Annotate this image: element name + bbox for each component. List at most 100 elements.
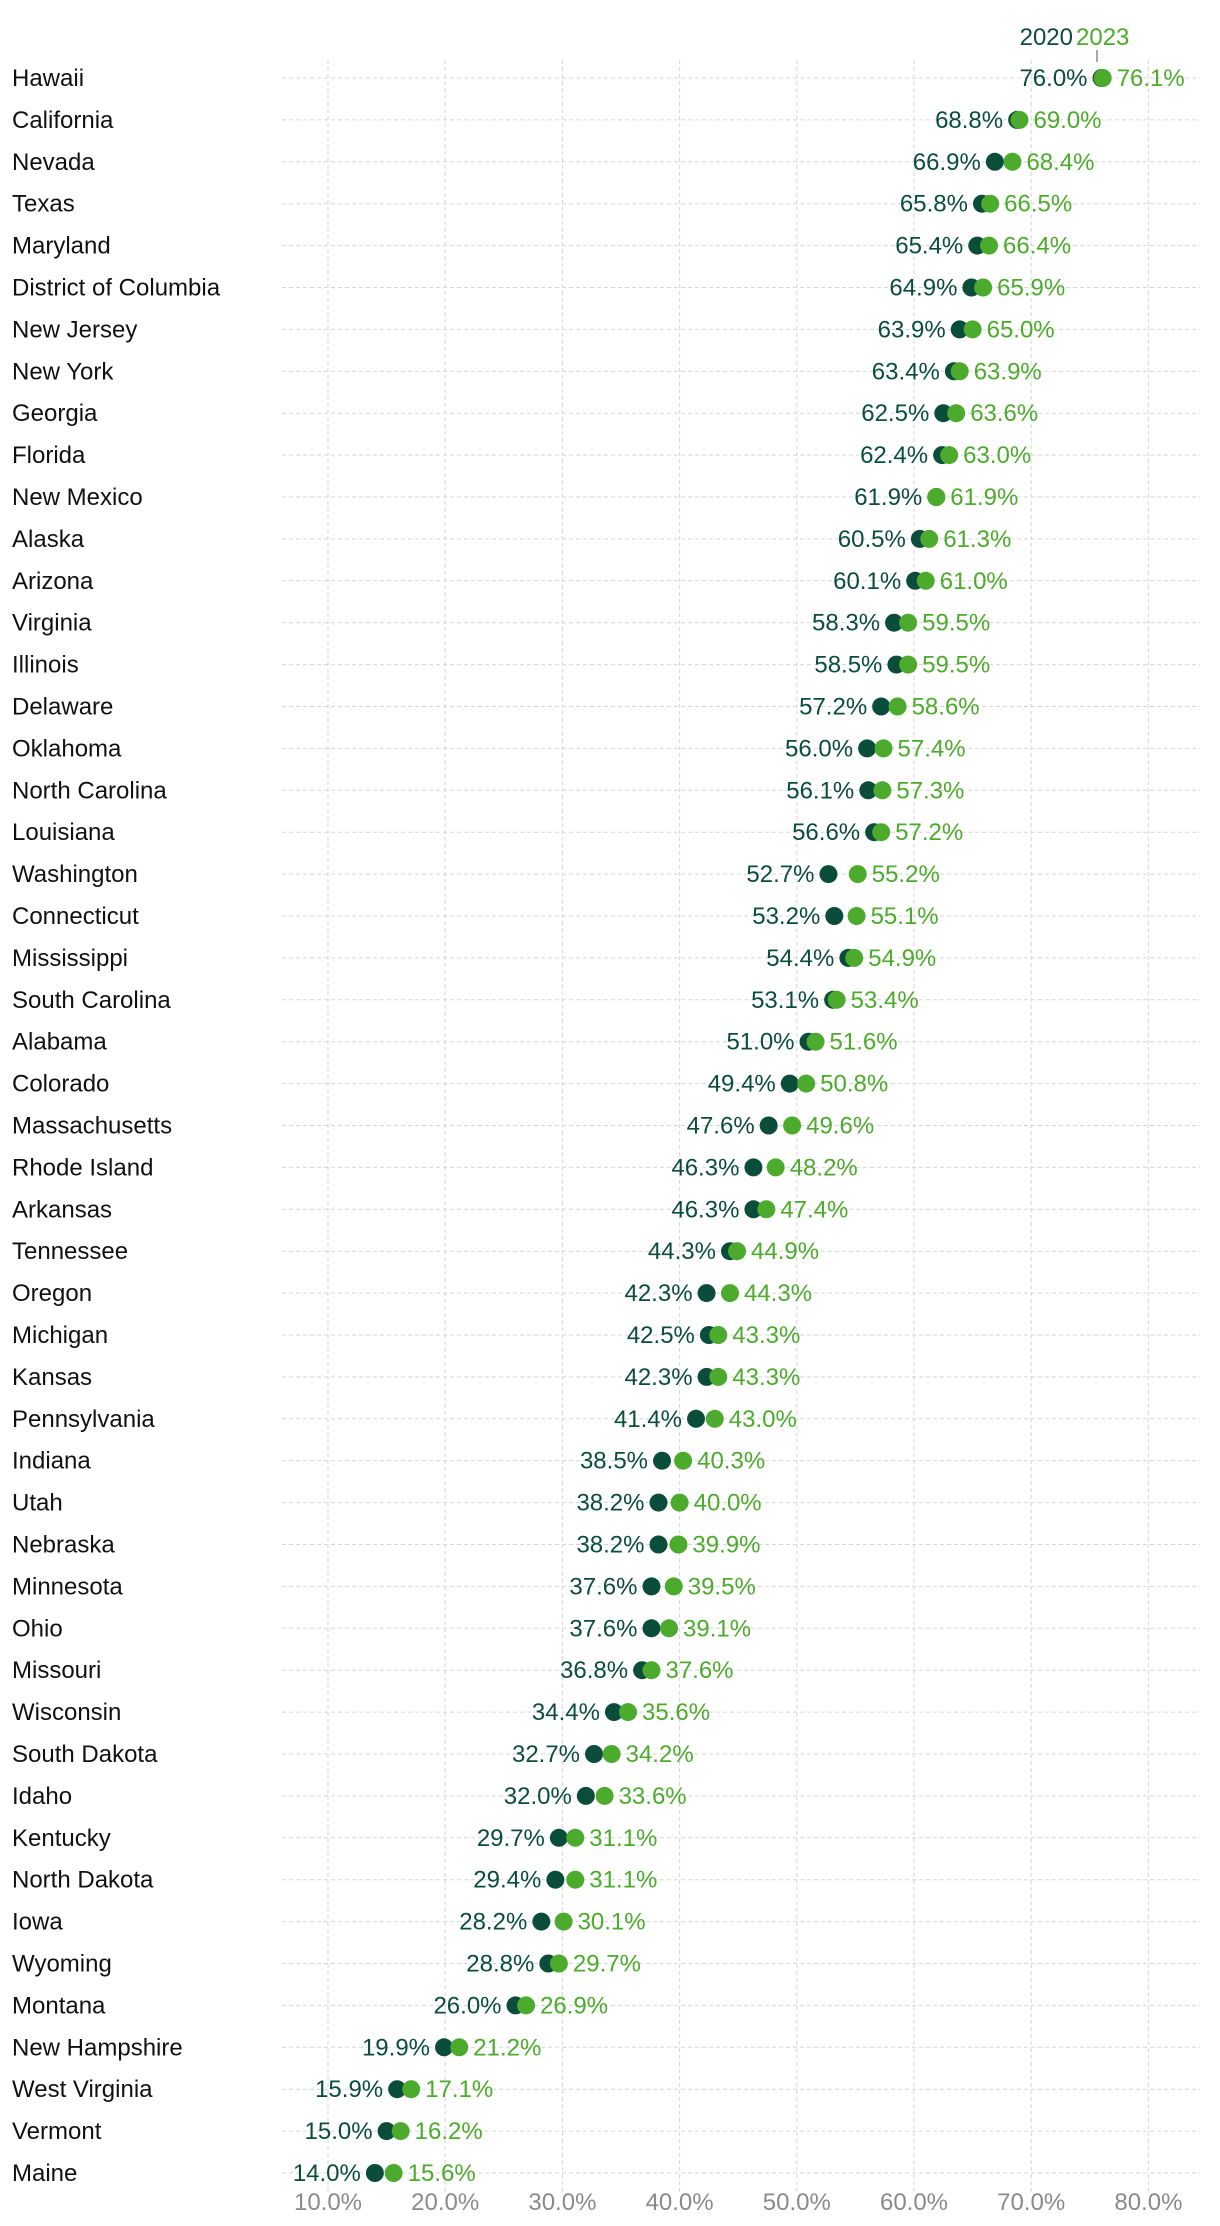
state-row: South Dakota 32.7% 34.2%: [12, 1741, 694, 1768]
state-row: Washington 52.7% 55.2%: [12, 861, 940, 888]
value-label-2023: 33.6%: [619, 1783, 687, 1810]
state-label: South Carolina: [12, 987, 171, 1014]
dot-2023: [927, 488, 946, 506]
state-row: Colorado 49.4% 50.8%: [12, 1071, 888, 1098]
state-row: New Hampshire 19.9% 21.2%: [12, 2034, 541, 2061]
state-label: Alabama: [12, 1029, 107, 1056]
state-row: Rhode Island 46.3% 48.2%: [12, 1154, 858, 1181]
dot-2023: [899, 613, 918, 632]
state-row: Arkansas 46.3% 47.4%: [12, 1196, 848, 1223]
value-label-2023: 37.6%: [665, 1657, 733, 1684]
dot-2023: [450, 2038, 469, 2057]
state-label: Arizona: [12, 568, 94, 595]
state-row: Nevada 66.9% 68.4%: [12, 149, 1095, 176]
value-label-2023: 58.6%: [912, 694, 980, 721]
value-label-2020: 60.5%: [838, 526, 906, 553]
dot-2020: [934, 404, 953, 423]
value-label-2020: 65.4%: [895, 233, 963, 260]
value-label-2023: 29.7%: [573, 1951, 641, 1978]
dot-2020: [697, 1284, 716, 1303]
dot-2023: [920, 529, 939, 548]
state-label: Kentucky: [12, 1825, 111, 1852]
dot-2023: [402, 2080, 421, 2099]
state-row: Indiana 38.5% 40.3%: [12, 1448, 765, 1475]
state-label: District of Columbia: [12, 275, 221, 302]
value-label-2020: 41.4%: [614, 1406, 682, 1433]
value-label-2020: 42.3%: [624, 1280, 692, 1307]
value-label-2023: 31.1%: [589, 1867, 657, 1894]
value-label-2023: 59.5%: [922, 610, 990, 637]
value-label-2023: 53.4%: [851, 987, 919, 1014]
grid-layer: [282, 60, 1200, 2195]
value-label-2020: 46.3%: [671, 1154, 739, 1181]
state-row: Iowa 28.2% 30.1%: [12, 1909, 646, 1936]
dot-2023: [872, 823, 891, 842]
value-label-2023: 54.9%: [868, 945, 936, 972]
state-row: Louisiana 56.6% 57.2%: [12, 819, 963, 846]
value-label-2020: 37.6%: [569, 1573, 637, 1600]
dot-2023: [1010, 110, 1029, 129]
state-row: Virginia 58.3% 59.5%: [12, 610, 990, 637]
value-label-2020: 29.7%: [477, 1825, 545, 1852]
state-row: New Mexico 61.9% 61.9%: [12, 484, 1018, 511]
value-label-2023: 63.0%: [963, 442, 1031, 469]
state-row: Oregon 42.3% 44.3%: [12, 1280, 812, 1307]
value-label-2023: 76.1%: [1117, 65, 1185, 92]
dot-2020: [365, 2164, 384, 2182]
state-label: New Jersey: [12, 316, 137, 343]
state-row: Pennsylvania 41.4% 43.0%: [12, 1406, 797, 1433]
dot-2020: [950, 320, 969, 339]
dot-2020: [377, 2122, 396, 2141]
value-label-2020: 32.0%: [504, 1783, 572, 1810]
value-label-2020: 38.2%: [576, 1532, 644, 1559]
state-label: California: [12, 107, 114, 134]
value-label-2020: 61.9%: [854, 484, 922, 511]
value-label-2020: 56.0%: [785, 735, 853, 762]
dot-2023: [783, 1116, 802, 1135]
dot-2023: [384, 2164, 403, 2182]
value-label-2020: 44.3%: [648, 1238, 716, 1265]
dot-2023: [566, 1870, 585, 1889]
state-label: Maryland: [12, 233, 111, 260]
dot-2023: [899, 655, 918, 674]
value-label-2023: 43.3%: [732, 1322, 800, 1349]
dot-2020: [642, 1577, 661, 1596]
dot-2023: [619, 1703, 638, 1722]
dot-2023: [974, 278, 993, 297]
value-label-2023: 61.9%: [950, 484, 1018, 511]
state-label: North Dakota: [12, 1867, 154, 1894]
value-label-2020: 62.5%: [861, 400, 929, 427]
value-label-2020: 38.5%: [580, 1448, 648, 1475]
dot-2023: [963, 320, 982, 339]
value-label-2023: 65.0%: [987, 316, 1055, 343]
x-tick-label: 20.0%: [411, 2189, 479, 2216]
dot-2020: [435, 2038, 454, 2057]
dot-2020: [604, 1703, 623, 1722]
dot-2020: [576, 1786, 595, 1805]
state-row: South Carolina 53.1% 53.4%: [12, 987, 919, 1014]
dot-2020: [687, 1409, 706, 1428]
value-label-2023: 35.6%: [642, 1699, 710, 1726]
value-label-2020: 15.0%: [305, 2118, 373, 2145]
dot-2020: [642, 1619, 661, 1638]
state-row: Vermont 15.0% 16.2%: [12, 2118, 483, 2145]
rows-layer: Hawaii 76.0% 76.1% California 68.8% 69.0% Neva…: [12, 65, 1185, 2187]
dot-2023: [757, 1200, 776, 1219]
state-row: Kentucky 29.7% 31.1%: [12, 1825, 657, 1852]
dot-2023: [517, 1996, 536, 2015]
value-label-2020: 53.2%: [752, 903, 820, 930]
x-axis-ticks: 10.0% 20.0% 30.0% 40.0% 50.0% 60.0% 70.0% 80.0%: [294, 2189, 1182, 2216]
state-row: Maine 14.0% 15.6%: [12, 2160, 476, 2187]
value-label-2020: 64.9%: [889, 275, 957, 302]
state-label: Utah: [12, 1490, 63, 1517]
value-label-2020: 32.7%: [512, 1741, 580, 1768]
value-label-2023: 50.8%: [820, 1071, 888, 1098]
dot-2020: [585, 1745, 604, 1763]
dot-2023: [940, 446, 959, 465]
dot-2020: [388, 2080, 407, 2099]
value-label-2023: 66.4%: [1003, 233, 1071, 260]
value-label-2023: 47.4%: [780, 1196, 848, 1223]
state-row: Wisconsin 34.4% 35.6%: [12, 1699, 710, 1726]
value-label-2023: 30.1%: [578, 1909, 646, 1936]
dot-2023: [549, 1954, 568, 1973]
